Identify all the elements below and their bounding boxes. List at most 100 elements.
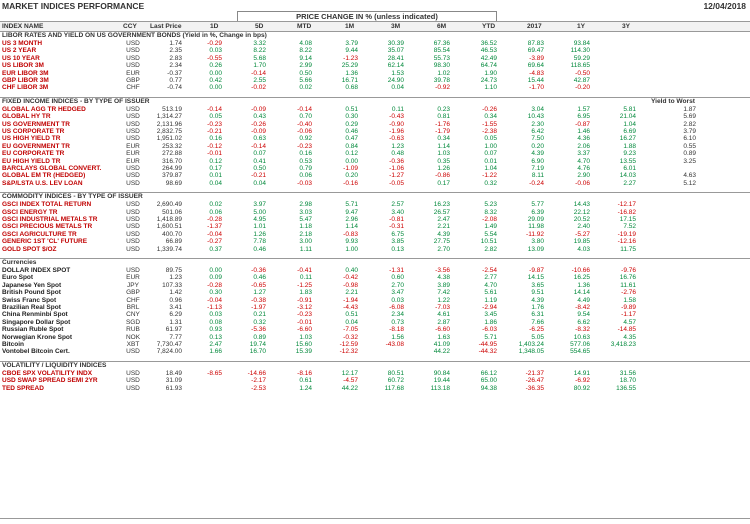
value-cell: 66.12 [480,369,497,377]
value-cell: 0.35 [437,157,450,165]
value-cell: 0.03 [209,311,222,319]
value-cell: 42.49 [480,54,497,62]
value-cell: -1.31 [389,267,404,274]
value-cell: 0.84 [345,142,358,150]
value-cell: 6.29 [169,311,182,319]
currency-cell: USD [126,128,140,135]
value-cell: 6.75 [391,230,404,238]
value-cell: -0.55 [207,54,222,62]
value-cell: 9.51 [531,289,544,297]
table-row: US LIBOR 3M USD 2.34 0.26 1.70 2.99 25.29 62.14… [0,62,750,69]
value-cell: -1.09 [343,165,358,172]
value-cell: 16.23 [433,201,450,209]
currency-cell: GBP [126,77,140,84]
index-name: US HIGH YIELD TR [2,135,61,143]
value-cell: 11.61 [620,281,636,289]
index-name: TED SPREAD [2,384,44,392]
yield-to-worst-label: Yield to Worst [651,97,695,105]
value-cell: 44.22 [433,348,450,356]
value-cell: 3.80 [531,238,544,246]
value-cell: 13.09 [527,245,544,253]
value-cell: 0.41 [253,157,266,165]
currency-cell: USD [126,120,140,128]
index-name: GBP LIBOR 3M [2,77,49,84]
table-row: China Renminbi Spot CNY 6.29 0.03 0.21 -0.23 0… [0,311,750,318]
value-cell: 3.65 [531,281,544,289]
section-header: COMMODITY INDICES - BY TYPE OF ISSUER [0,192,750,201]
value-cell: -6.60 [297,326,312,334]
value-cell: -0.31 [389,223,404,231]
value-cell: 25.29 [341,62,358,70]
value-cell: 13.55 [619,157,636,165]
value-cell: -3.89 [529,54,544,62]
value-cell: -36.35 [525,384,544,392]
currency-cell: USD [126,223,140,231]
value-cell: 0.05 [209,113,222,121]
value-cell: -12.32 [339,348,358,356]
index-name: Russian Ruble Spot [2,326,64,334]
value-cell: -0.87 [575,120,590,128]
value-cell: -4.83 [529,69,544,77]
index-name: US 3 MONTH [2,40,43,47]
value-cell: 0.13 [209,333,222,341]
value-cell: -0.43 [389,113,404,121]
currency-cell: USD [126,40,140,47]
value-cell: -21.37 [525,369,544,377]
section-header: LIBOR RATES AND YIELD ON US GOVERNMENT B… [0,31,750,40]
value-cell: 2,690.49 [156,201,182,209]
value-cell: -0.50 [575,69,590,77]
value-cell: 6.90 [531,157,544,165]
value-cell: 1.31 [169,318,182,326]
value-cell: 0.20 [345,172,358,180]
value-cell: 1.63 [437,333,450,341]
value-cell: 3.45 [484,311,497,319]
index-name: DOLLAR INDEX SPOT [2,267,71,274]
table-row: British Pound Spot GBP 1.42 0.30 1.27 1.83 2.2… [0,289,750,296]
value-cell: -0.90 [389,120,404,128]
value-cell: 35.07 [387,47,404,55]
value-cell: 5.71 [484,333,497,341]
value-cell: 16.76 [619,274,636,282]
value-cell: 2.82 [683,120,696,128]
currency-cell: EUR [126,157,140,165]
index-name: Vontobel Bitcoin Cert. [2,348,70,356]
value-cell: -1.06 [389,165,404,172]
value-cell: -44.95 [478,341,497,348]
value-cell: 1.36 [577,281,590,289]
value-cell: -26.47 [525,377,544,385]
value-cell: -5.27 [575,230,590,238]
price-change-header: PRICE CHANGE IN % (unless indicated) [237,11,497,22]
value-cell: 1.86 [484,318,497,326]
value-cell: 3.40 [391,208,404,216]
column-header: 1M [345,23,355,30]
index-name: US 10 YEAR [2,54,40,62]
value-cell: 1.22 [437,296,450,304]
value-cell: 0.08 [209,318,222,326]
column-header: 3M [391,23,401,30]
value-cell: -0.06 [297,128,312,135]
currency-cell: USD [126,179,140,187]
value-cell: 1,600.51 [156,223,182,231]
value-cell: -0.16 [343,179,358,187]
value-cell: 1.26 [253,230,266,238]
currency-cell: USD [126,238,140,246]
value-cell: -2.17 [251,377,266,385]
value-cell: 9.54 [577,311,590,319]
value-cell: 2.70 [437,245,450,253]
value-cell: 1.04 [623,120,636,128]
index-name: GOLD SPOT $/OZ [2,245,57,253]
value-cell: -5.36 [251,326,266,334]
value-cell: 1.00 [345,245,358,253]
value-cell: 1.70 [253,62,266,70]
value-cell: 0.34 [437,135,450,143]
table-row: US 10 YEAR USD 2.83 -0.55 5.68 9.14 -1.23 28.41… [0,55,750,62]
table-row: GOLD SPOT $/OZ USD 1,339.74 0.37 0.46 1.11 1.0… [0,246,750,253]
value-cell: 0.42 [209,77,222,84]
index-name: EUR LIBOR 3M [2,69,49,77]
value-cell: 0.05 [484,135,497,143]
value-cell: 4.39 [531,296,544,304]
table-row: US GOVERNMENT TR USD 2,131.96 -0.23 -0.26 -0.… [0,121,750,128]
value-cell: 1.03 [437,150,450,158]
table-row: EU HIGH YIELD TR EUR 316.70 0.12 0.41 0.53 0.0… [0,158,750,165]
value-cell: 2.83 [169,54,182,62]
